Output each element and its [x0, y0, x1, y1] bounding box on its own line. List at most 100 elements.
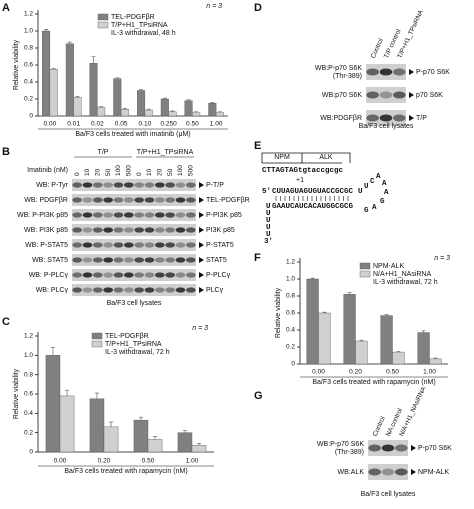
blot-band — [72, 272, 83, 278]
blot-band — [175, 212, 186, 218]
row-target: STAT5 — [206, 257, 227, 264]
y-tick-label: 0 — [291, 361, 295, 368]
error-bar — [51, 68, 56, 70]
error-bar — [162, 97, 167, 99]
blot-band — [113, 197, 124, 203]
blot-band — [185, 257, 196, 263]
bar — [343, 294, 356, 365]
row-target: P-p70 S6K — [418, 445, 452, 452]
bar — [215, 112, 224, 117]
arrowhead — [199, 197, 204, 203]
blot-band — [103, 212, 114, 218]
bar — [355, 340, 368, 365]
row-label: WB: PLCγ — [36, 287, 69, 294]
error-bar — [50, 347, 55, 356]
blot-band — [165, 272, 176, 278]
panel-letter: A — [2, 2, 10, 14]
bar — [42, 30, 51, 117]
x-tick-label: 0.50 — [142, 458, 155, 465]
lane-label: 50 — [167, 168, 174, 176]
arrowhead — [409, 115, 414, 121]
blot-band — [92, 212, 103, 218]
y-axis-label: Relative viability — [13, 368, 20, 419]
row-target: T/P — [416, 115, 427, 122]
y-tick-label: 0.8 — [24, 371, 33, 378]
blot-band — [144, 257, 155, 263]
blot-band — [103, 227, 114, 233]
blot-band — [185, 197, 196, 203]
blot-band — [165, 197, 176, 203]
x-tick-label: 0.20 — [98, 458, 111, 465]
lane-label: 50 — [105, 168, 112, 176]
row-label: WB:PDGFβR — [320, 115, 362, 122]
rna-top: CUUAGUAGUGUACCGCGC — [272, 188, 353, 196]
blot-band — [381, 444, 395, 452]
lane-label: 0 — [136, 172, 143, 176]
blot-band — [134, 227, 145, 233]
blot-band — [113, 242, 124, 248]
row-label: WB:ALK — [338, 469, 365, 476]
blot-band — [82, 227, 93, 233]
x-tick-label: 0.00 — [312, 369, 325, 376]
blot-band — [72, 287, 83, 293]
row-target: PI3K p85 — [206, 227, 235, 234]
row-label: WB: P-STAT5 — [25, 242, 68, 249]
bar — [73, 97, 82, 117]
error-bar — [146, 108, 151, 111]
loop-base: G — [364, 207, 369, 215]
x-tick-label: 0.01 — [67, 121, 80, 128]
blot-band — [72, 242, 83, 248]
blot-band — [82, 257, 93, 263]
row-target: P-STAT5 — [206, 242, 234, 249]
blot-band — [175, 227, 186, 233]
blot-band — [134, 212, 145, 218]
gene-label: ALK — [319, 154, 333, 161]
x-tick-label: 0.50 — [386, 369, 399, 376]
annotation: n = 3 — [192, 325, 208, 332]
blot-strip — [72, 194, 196, 206]
blot-band — [103, 287, 114, 293]
x-axis-label: Ba/F3 cells treated with rapamycin (nM) — [312, 379, 435, 386]
blot-band — [144, 272, 155, 278]
loop-base: A — [372, 204, 377, 212]
bar — [144, 109, 153, 117]
blot-strip — [72, 209, 196, 221]
error-bar — [310, 277, 315, 279]
blot-band — [82, 287, 93, 293]
legend-label: T/P+H1_TPsiRNA — [105, 341, 162, 348]
bar — [192, 112, 201, 117]
tail-base: U — [266, 231, 271, 239]
tail-base: U — [266, 217, 271, 225]
lane-label: 10 — [146, 168, 153, 176]
blot-band — [123, 227, 134, 233]
blot-band — [113, 257, 124, 263]
error-bar — [170, 110, 175, 112]
error-bar — [94, 392, 99, 399]
blot-band — [144, 182, 155, 188]
blot-band — [82, 272, 93, 278]
blot-footer: Ba/F3 cell lysates — [107, 300, 162, 307]
lane-label: 0 — [74, 172, 81, 176]
legend-label: TEL-PDGFβR — [105, 333, 149, 340]
arrowhead — [199, 287, 204, 293]
blot-strip — [368, 464, 408, 480]
legend-note: IL-3 withdrawal, 72 h — [105, 349, 170, 356]
y-axis-label: Relative viability — [275, 287, 282, 338]
error-bar — [210, 102, 215, 104]
blot-band — [103, 182, 114, 188]
group-label: T/P — [98, 149, 109, 156]
x-axis-label: Ba/F3 cells treated with imatinib (μM) — [75, 131, 190, 138]
loop-base: C — [370, 178, 375, 186]
bar — [59, 395, 75, 453]
row-label: (Thr-389) — [333, 73, 362, 80]
blot-band — [165, 257, 176, 263]
blot-band — [134, 272, 145, 278]
blot-band — [185, 272, 196, 278]
row-label: WB: PI3K p85 — [24, 227, 68, 234]
blot-band — [134, 182, 145, 188]
y-tick-label: 1.2 — [24, 333, 33, 340]
error-bar — [433, 357, 438, 359]
x-tick-label: 1.00 — [423, 369, 436, 376]
row-label: (Thr-389) — [335, 449, 364, 456]
blot-band — [123, 182, 134, 188]
